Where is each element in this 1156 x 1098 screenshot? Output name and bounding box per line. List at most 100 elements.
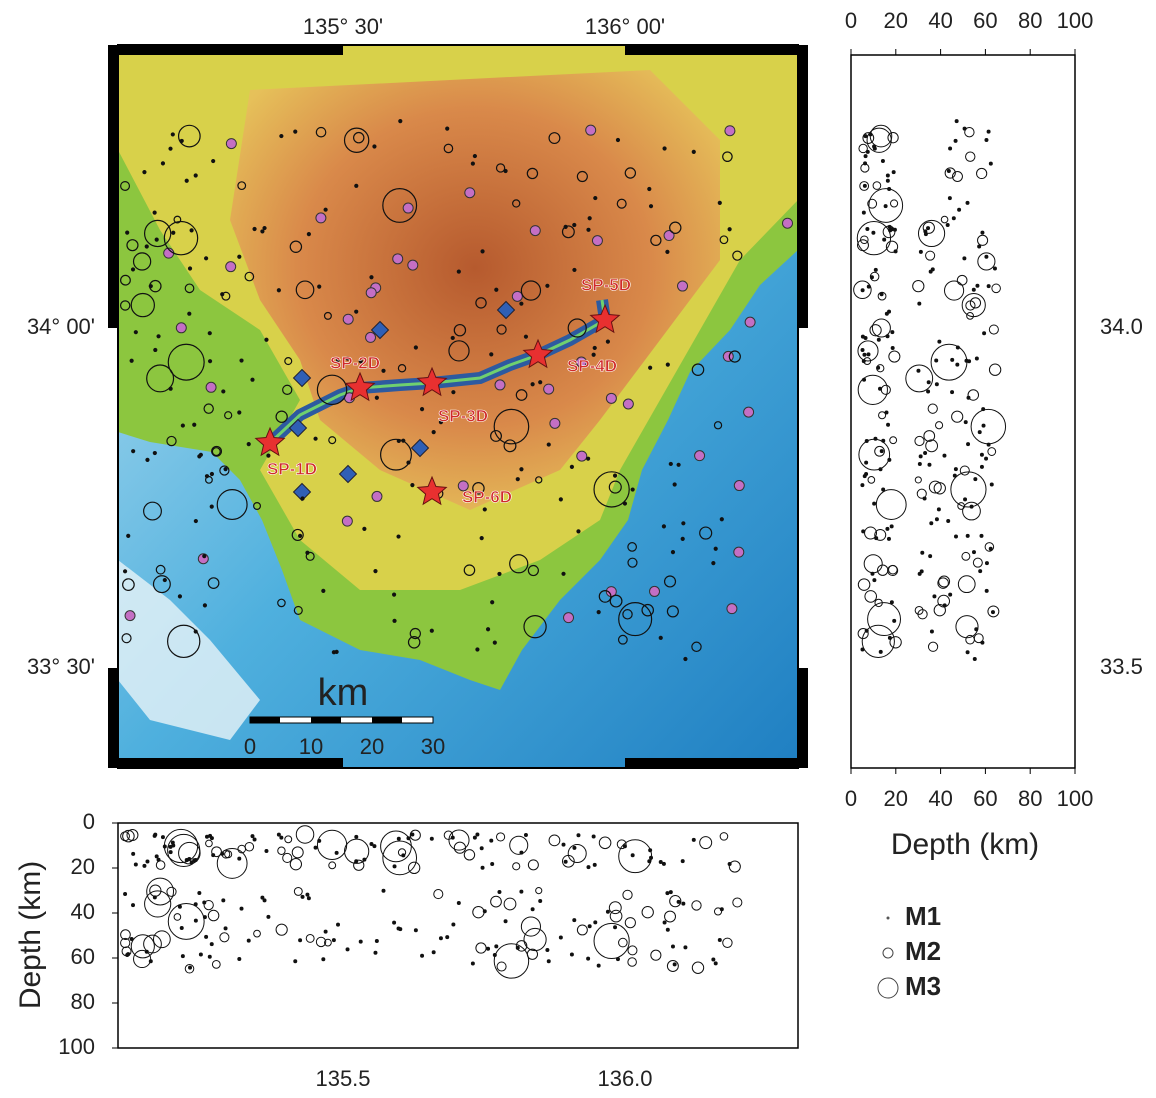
quake xyxy=(978,245,981,248)
quake xyxy=(382,889,385,892)
quake xyxy=(194,520,197,523)
quake xyxy=(892,171,895,174)
quake xyxy=(889,351,900,362)
quake xyxy=(949,593,952,596)
quake xyxy=(863,184,866,187)
lon-tick-label: 135° 30' xyxy=(303,14,383,39)
quake xyxy=(882,488,885,491)
quake xyxy=(238,857,241,860)
quake xyxy=(623,890,632,899)
quake xyxy=(473,155,476,158)
quake xyxy=(587,228,590,231)
quake xyxy=(134,331,137,334)
quake xyxy=(473,836,476,839)
station-label: SP-6D xyxy=(462,487,512,506)
quake xyxy=(134,863,137,866)
quake xyxy=(516,478,519,481)
quake xyxy=(577,834,580,837)
depth-tick-label: 60 xyxy=(71,944,95,969)
quake xyxy=(915,606,923,614)
quake xyxy=(130,937,133,940)
quake xyxy=(471,962,474,965)
quake xyxy=(346,948,349,951)
quake xyxy=(169,387,172,390)
quake xyxy=(430,837,433,840)
quake xyxy=(881,160,884,163)
quake xyxy=(521,917,540,936)
quake xyxy=(490,353,493,356)
quake xyxy=(692,150,695,153)
quake xyxy=(178,595,181,598)
lat-tick-label: 34° 00' xyxy=(27,314,95,339)
quake xyxy=(886,174,889,177)
station-dot xyxy=(577,451,587,461)
quake xyxy=(991,611,994,614)
quake xyxy=(681,537,684,540)
quake xyxy=(454,842,465,853)
quake xyxy=(363,527,366,530)
quake xyxy=(915,477,921,483)
quake xyxy=(149,960,152,963)
quake xyxy=(930,522,933,525)
quake xyxy=(381,831,412,862)
quake xyxy=(947,520,950,523)
quake xyxy=(253,838,256,841)
quake xyxy=(245,842,254,851)
quake xyxy=(873,579,876,582)
quake xyxy=(949,147,952,150)
quake xyxy=(666,363,669,366)
quake xyxy=(446,127,449,130)
quake xyxy=(973,558,982,567)
depth-tick-label: 100 xyxy=(1057,786,1094,811)
quake xyxy=(927,390,930,393)
quake xyxy=(205,835,208,838)
quake xyxy=(570,953,573,956)
quake xyxy=(446,936,449,939)
quake xyxy=(238,255,241,258)
quake xyxy=(208,910,219,921)
quake xyxy=(163,579,166,582)
quake xyxy=(980,534,983,537)
quake xyxy=(224,468,227,471)
quake xyxy=(861,484,864,487)
quake xyxy=(573,846,576,849)
quake xyxy=(524,928,546,950)
quake xyxy=(276,924,287,935)
quake xyxy=(866,150,869,153)
quake xyxy=(929,270,932,273)
quake xyxy=(399,120,402,123)
station-dot xyxy=(727,604,737,614)
station-dot xyxy=(366,288,376,298)
quake xyxy=(280,135,283,138)
legend-label: M1 xyxy=(905,901,941,931)
quake xyxy=(504,920,507,923)
quake xyxy=(222,899,225,902)
quake xyxy=(966,201,969,204)
quake xyxy=(918,302,921,305)
quake xyxy=(964,421,967,424)
quake xyxy=(954,468,957,471)
quake xyxy=(464,850,474,860)
station-dot xyxy=(606,393,616,403)
quake xyxy=(149,285,152,288)
quake xyxy=(861,335,864,338)
quake xyxy=(919,455,922,458)
quake xyxy=(224,927,227,930)
quake xyxy=(935,383,938,386)
quake xyxy=(145,891,171,917)
quake xyxy=(728,862,731,865)
quake xyxy=(720,518,723,521)
quake xyxy=(874,437,877,440)
quake xyxy=(490,839,493,842)
quake xyxy=(146,458,149,461)
quake xyxy=(606,340,609,343)
quake xyxy=(712,958,715,961)
quake xyxy=(121,832,130,841)
quake xyxy=(337,923,340,926)
quake xyxy=(157,858,160,861)
quake xyxy=(206,840,213,847)
quake xyxy=(397,439,400,442)
depth-tick-label: 40 xyxy=(928,8,952,33)
quake xyxy=(929,555,932,558)
quake xyxy=(951,358,954,361)
